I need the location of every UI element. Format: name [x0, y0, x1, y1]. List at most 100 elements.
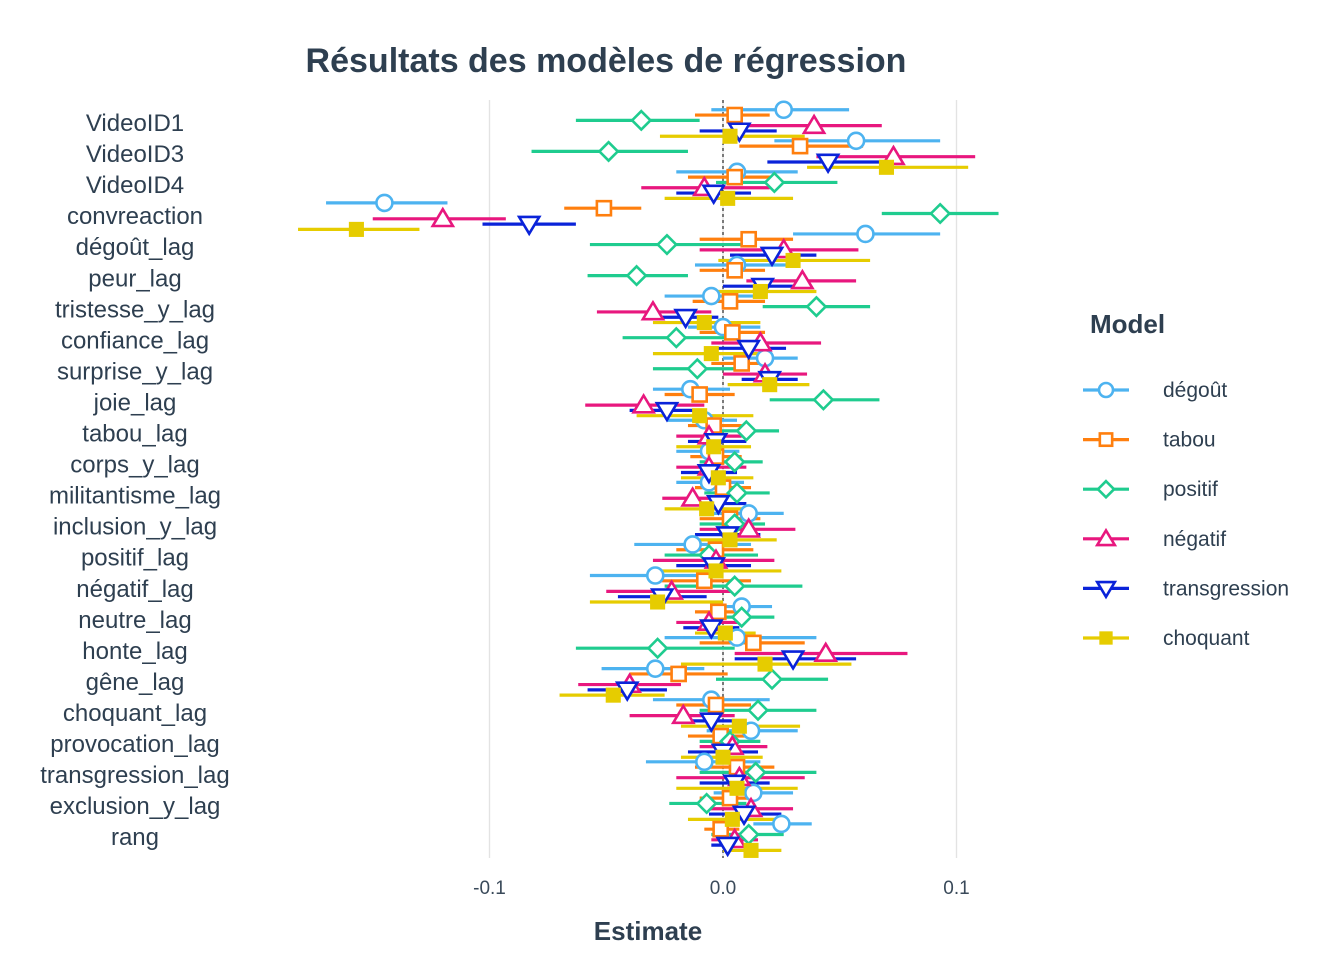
point-tabou-19: [707, 696, 725, 714]
legend-label: négatif: [1163, 528, 1226, 551]
point-dégoût-23: [772, 814, 791, 834]
legend-label: positif: [1163, 478, 1218, 501]
y-axis-term-labels: VideoID1 VideoID3 VideoID4 convreaction dégo…: [40, 110, 229, 851]
point-choquant-20: [715, 749, 731, 765]
term-label: surprise_y_lag: [57, 358, 213, 385]
legend-item: tabou: [1083, 429, 1216, 452]
point-choquant-9: [692, 408, 708, 424]
x-tick-label: -0.1: [473, 878, 506, 899]
point-négatif-0: [801, 113, 827, 135]
point-transgression-17: [780, 650, 806, 671]
term-label: honte_lag: [82, 638, 187, 665]
x-tick-label: 0.0: [710, 878, 736, 899]
point-transgression-1: [815, 153, 841, 175]
point-choquant-6: [696, 315, 712, 331]
point-positif-3: [929, 202, 952, 225]
term-label: VideoID3: [86, 141, 184, 168]
point-transgression-2: [701, 184, 727, 206]
term-label: gêne_lag: [86, 669, 185, 696]
term-label: convreaction: [67, 203, 203, 230]
point-transgression-3: [516, 215, 542, 237]
point-choquant-18: [605, 687, 621, 703]
point-choquant-0: [722, 128, 738, 144]
legend-item: dégoût: [1083, 379, 1227, 402]
point-positif-12: [725, 481, 749, 504]
chart-title: Résultats des modèles de régression: [306, 42, 907, 80]
point-choquant-23: [743, 842, 759, 858]
point-tabou-15: [695, 572, 713, 590]
term-label: militantisme_lag: [49, 483, 221, 510]
x-tick-label: 0.1: [943, 878, 969, 899]
term-label: transgression_lag: [40, 762, 229, 789]
legend-item: transgression: [1083, 577, 1289, 600]
point-positif-5: [625, 264, 648, 287]
point-négatif-5: [790, 268, 815, 290]
point-choquant-14: [708, 563, 724, 579]
point-positif-1: [597, 140, 620, 163]
point-choquant-4: [785, 252, 801, 268]
point-transgression-23: [715, 836, 741, 858]
point-transgression-6: [673, 308, 699, 330]
term-label: choquant_lag: [63, 700, 207, 727]
term-label: exclusion_y_lag: [50, 793, 221, 820]
point-choquant-15: [650, 594, 666, 610]
legend-label: choquant: [1163, 627, 1250, 650]
point-choquant-11: [710, 470, 726, 486]
point-positif-8: [686, 357, 709, 380]
point-tabou-0: [726, 106, 744, 124]
point-transgression-4: [759, 246, 785, 268]
point-transgression-19: [698, 712, 724, 734]
point-dégoût-1: [846, 131, 866, 151]
point-positif-2: [763, 171, 786, 194]
point-tabou-8: [733, 355, 751, 372]
point-choquant-10: [706, 439, 722, 455]
x-axis-tick-labels: -0.1 0.0 0.1: [473, 878, 970, 899]
point-transgression-9: [654, 401, 680, 423]
point-choquant-2: [720, 190, 736, 206]
estimate-points: [348, 100, 952, 858]
point-positif-15: [723, 575, 746, 598]
legend-title: Model: [1090, 309, 1165, 339]
confidence-intervals: [298, 108, 999, 853]
point-dégoût-18: [645, 659, 665, 678]
point-choquant-8: [762, 377, 778, 393]
point-négatif-9: [631, 392, 656, 414]
point-tabou-5: [726, 261, 744, 279]
term-label: confiance_lag: [61, 327, 209, 354]
point-positif-19: [746, 699, 770, 722]
term-label: inclusion_y_lag: [53, 514, 217, 541]
point-positif-7: [665, 326, 688, 349]
legend-marker-choquant: [1099, 631, 1113, 645]
point-tabou-16: [709, 603, 727, 621]
point-négatif-13: [736, 517, 762, 538]
point-positif-11: [723, 450, 746, 473]
legend-label: tabou: [1163, 429, 1216, 452]
point-transgression-7: [736, 339, 762, 361]
term-label: corps_y_lag: [70, 452, 199, 479]
legend-marker-positif: [1096, 479, 1116, 500]
point-tabou-18: [670, 665, 687, 683]
point-tabou-9: [691, 386, 708, 403]
term-label: négatif_lag: [76, 576, 193, 603]
point-choquant-22: [724, 811, 740, 827]
point-dégoût-0: [774, 100, 794, 120]
term-label: provocation_lag: [50, 731, 219, 758]
term-label: positif_lag: [81, 545, 189, 572]
legend-label: transgression: [1163, 577, 1289, 600]
point-choquant-16: [717, 625, 733, 641]
term-label: VideoID4: [86, 172, 184, 199]
point-négatif-17: [813, 641, 839, 663]
point-tabou-3: [595, 199, 613, 217]
point-choquant-13: [722, 532, 738, 548]
point-positif-16: [730, 606, 753, 629]
point-transgression-16: [698, 619, 724, 640]
point-dégoût-6: [702, 286, 721, 306]
legend-item: choquant: [1083, 627, 1250, 650]
point-positif-22: [695, 792, 718, 815]
term-label: VideoID1: [86, 110, 184, 137]
point-choquant-17: [757, 656, 773, 672]
point-positif-17: [646, 637, 669, 660]
point-positif-9: [812, 388, 835, 411]
point-tabou-4: [740, 230, 758, 248]
